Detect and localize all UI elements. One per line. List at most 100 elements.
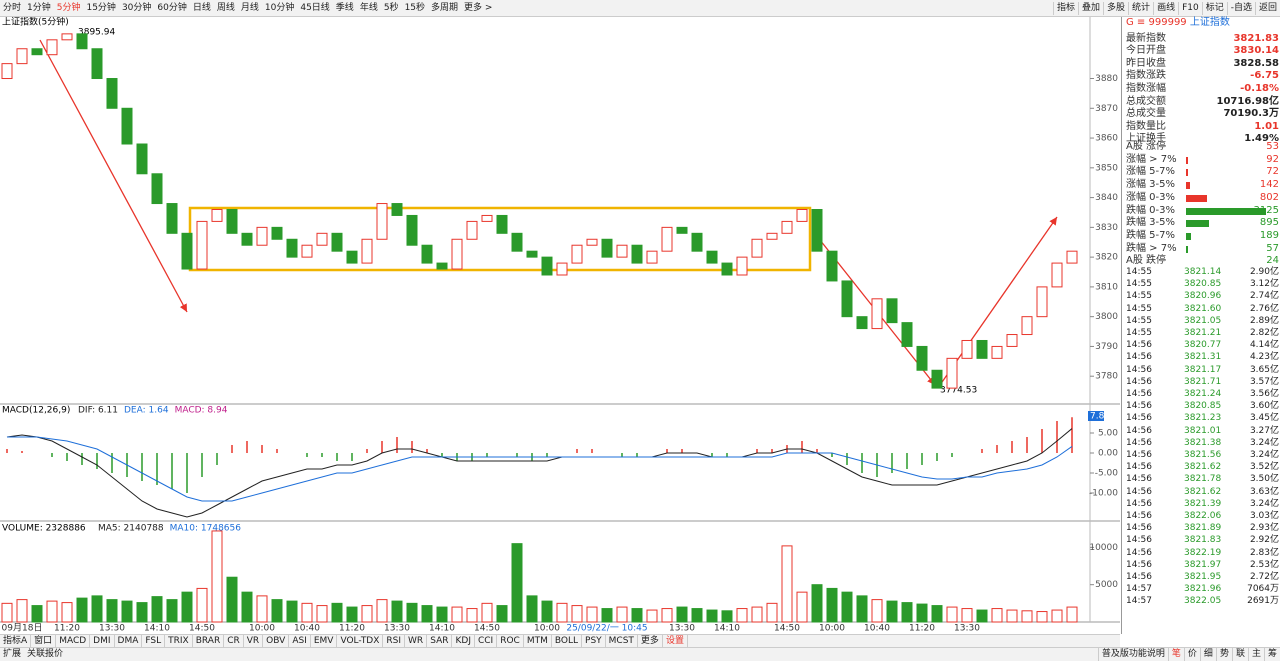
period-tab[interactable]: 多周期 [431, 2, 459, 13]
indicator-tab[interactable]: BRAR [193, 635, 225, 648]
volume-bar [181, 591, 193, 623]
tool-button[interactable]: 标记 [1201, 1, 1227, 15]
volume-bar [586, 606, 598, 623]
tick-volume: 4.23亿 [1249, 352, 1279, 363]
breadth-label: 跌幅 > 7% [1126, 242, 1177, 254]
period-tab[interactable]: 分时 [3, 2, 22, 13]
tool-button[interactable]: 画线 [1153, 1, 1178, 15]
volume-bar [391, 600, 403, 623]
period-tab[interactable]: 15分钟 [86, 2, 116, 13]
tool-button[interactable]: 指标 [1053, 1, 1078, 15]
breadth-value: 57 [1266, 242, 1279, 254]
indicator-tab[interactable]: DMA [115, 635, 143, 648]
indicator-tab[interactable]: BOLL [552, 635, 583, 648]
tick-volume: 2.82亿 [1249, 328, 1279, 338]
tick-volume: 2.93亿 [1249, 523, 1279, 534]
tick-price: 3821.89 [1184, 523, 1222, 534]
tick-price: 3821.31 [1184, 352, 1222, 363]
volume-bar [376, 599, 388, 623]
indicator-tab[interactable]: OBV [263, 635, 290, 648]
indicator-tab[interactable]: VR [244, 635, 264, 648]
indicator-tab[interactable]: CR [224, 635, 244, 648]
indicator-tab[interactable]: ROC [497, 635, 524, 648]
candle [826, 250, 838, 282]
volume-bar [781, 545, 793, 623]
status-button[interactable]: 价 [1183, 648, 1200, 661]
y-tick-label: 3850 [1095, 163, 1118, 173]
breadth-row: 跌幅 > 7% 57 [1126, 243, 1279, 255]
quote-panel: G ≡ 999999 上证指数 最新指数 3821.83 今日开盘 3830.14 昨日… [1121, 17, 1280, 634]
badge-box [1088, 411, 1104, 421]
period-tab[interactable]: 5秒 [383, 2, 399, 13]
period-tab[interactable]: 60分钟 [157, 2, 187, 13]
volume-bar [31, 605, 43, 623]
volume-bar [751, 606, 763, 623]
tool-button[interactable]: 叠加 [1078, 1, 1103, 15]
tool-button[interactable]: F10 [1178, 1, 1202, 15]
candle [796, 209, 808, 222]
volume-bar [616, 606, 628, 623]
tick-row: 14:56 3821.71 3.57亿 [1126, 376, 1279, 388]
tool-button[interactable]: 统计 [1128, 1, 1153, 15]
indicator-tab[interactable]: 设置 [663, 635, 688, 648]
period-tab[interactable]: 15秒 [404, 2, 426, 13]
tool-button[interactable]: 返回 [1254, 1, 1280, 15]
period-tab[interactable]: 年线 [359, 2, 378, 13]
tick-price: 3821.38 [1184, 437, 1222, 448]
indicator-tab[interactable]: CCI [475, 635, 498, 648]
candle [76, 33, 88, 50]
indicator-tab[interactable]: 窗口 [31, 635, 57, 648]
macd-legend: MACD: 8.94 [175, 406, 228, 416]
volume-bar [826, 587, 838, 623]
tick-time: 14:56 [1126, 535, 1152, 546]
tool-button[interactable]: 多股 [1103, 1, 1128, 15]
indicator-tab[interactable]: EMV [311, 635, 338, 648]
volume-bar [121, 600, 133, 623]
indicator-tab[interactable]: SAR [427, 635, 453, 648]
candle [901, 322, 913, 347]
volume-bar [451, 606, 463, 623]
indicator-tab[interactable]: MTM [524, 635, 552, 648]
indicator-tab[interactable]: 更多 [638, 635, 663, 648]
tick-volume: 4.14亿 [1249, 340, 1279, 351]
period-tab[interactable]: 1分钟 [27, 2, 51, 13]
period-tab[interactable]: 季线 [335, 2, 354, 13]
indicator-tab[interactable]: PSY [582, 635, 606, 648]
period-tab[interactable]: 5分钟 [56, 2, 81, 13]
candle [991, 345, 1003, 359]
period-tab[interactable]: 45日线 [300, 2, 330, 13]
indicator-tab[interactable]: DMI [90, 635, 115, 648]
volume-bar [1051, 609, 1063, 623]
indicator-tab[interactable]: KDJ [452, 635, 475, 648]
period-tab[interactable]: 更多 > [464, 2, 493, 13]
status-button[interactable]: 主 [1247, 648, 1264, 661]
status-button[interactable]: 联 [1231, 648, 1248, 661]
period-tab[interactable]: 月线 [240, 2, 259, 13]
indicator-tab[interactable]: WR [405, 635, 428, 648]
x-tick-label: 14:10 [714, 624, 740, 634]
period-tab[interactable]: 日线 [192, 2, 211, 13]
indicator-tab[interactable]: MACD [56, 635, 91, 648]
indicator-tab[interactable]: RSI [383, 635, 406, 648]
status-button[interactable]: 势 [1215, 648, 1232, 661]
tick-time: 14:55 [1126, 315, 1152, 326]
tool-button[interactable]: -自选 [1226, 1, 1255, 15]
candle [376, 203, 388, 240]
period-tab[interactable]: 周线 [216, 2, 235, 13]
indicator-tab[interactable]: MCST [606, 635, 638, 648]
status-link[interactable]: 关联报价 [27, 649, 64, 659]
indicator-tab[interactable]: 指标A [0, 635, 32, 648]
breadth-label: 跌幅 3-5% [1126, 217, 1176, 229]
period-tab[interactable]: 30分钟 [121, 2, 152, 13]
indicator-tab[interactable]: TRIX [165, 635, 193, 648]
status-button[interactable]: 笔 [1167, 648, 1184, 661]
status-button[interactable]: 筹 [1263, 648, 1280, 661]
status-button[interactable]: 普及版功能说明 [1097, 648, 1168, 661]
indicator-tab[interactable]: FSL [142, 635, 166, 648]
status-link[interactable]: 扩展 [3, 649, 22, 659]
indicator-tab[interactable]: VOL-TDX [337, 635, 384, 648]
indicator-tab[interactable]: ASI [289, 635, 311, 648]
status-button[interactable]: 细 [1199, 648, 1216, 661]
volume-bar [901, 602, 913, 623]
period-tab[interactable]: 10分钟 [264, 2, 295, 13]
